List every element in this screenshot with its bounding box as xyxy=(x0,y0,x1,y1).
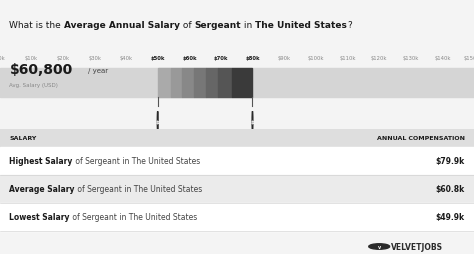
Bar xyxy=(0,203,474,231)
Text: Sergeant: Sergeant xyxy=(195,20,241,29)
Text: Average Salary: Average Salary xyxy=(9,185,75,194)
Text: $0k: $0k xyxy=(0,56,5,60)
Text: / year: / year xyxy=(88,67,108,73)
Text: $120k: $120k xyxy=(371,56,387,60)
Text: $50k: $50k xyxy=(151,56,165,60)
Text: Average Annual Salary: Average Annual Salary xyxy=(64,20,180,29)
Text: $10k: $10k xyxy=(25,56,38,60)
Text: The United States: The United States xyxy=(255,20,347,29)
Circle shape xyxy=(157,112,158,132)
Bar xyxy=(194,69,206,97)
Bar xyxy=(0,69,474,97)
Text: $140k: $140k xyxy=(434,56,451,60)
Bar xyxy=(171,69,182,97)
Circle shape xyxy=(252,112,253,132)
Text: $: $ xyxy=(251,119,255,124)
Bar xyxy=(206,69,218,97)
Text: ?: ? xyxy=(347,20,352,29)
Text: $80k: $80k xyxy=(246,56,260,60)
Text: $60,800: $60,800 xyxy=(9,63,73,77)
Text: $: $ xyxy=(156,119,160,124)
Text: of: of xyxy=(180,20,195,29)
Bar xyxy=(218,69,232,97)
Text: VELVETJOBS: VELVETJOBS xyxy=(391,242,443,251)
Text: $60k: $60k xyxy=(182,56,197,60)
Text: $60.8k: $60.8k xyxy=(435,185,465,194)
Bar xyxy=(232,69,253,97)
Text: of Sergeant in The United States: of Sergeant in The United States xyxy=(73,157,200,166)
Text: What is the: What is the xyxy=(9,20,64,29)
Text: $30k: $30k xyxy=(88,56,101,60)
Text: ANNUAL COMPENSATION: ANNUAL COMPENSATION xyxy=(376,136,465,141)
Bar xyxy=(158,69,171,97)
Bar xyxy=(0,147,474,175)
Text: in: in xyxy=(241,20,255,29)
Text: $90k: $90k xyxy=(278,56,291,60)
Text: $130k: $130k xyxy=(402,56,419,60)
Text: of Sergeant in The United States: of Sergeant in The United States xyxy=(70,213,197,222)
Text: Highest Salary: Highest Salary xyxy=(9,157,73,166)
Text: $20k: $20k xyxy=(56,56,70,60)
Text: v: v xyxy=(378,244,381,249)
Text: $40k: $40k xyxy=(120,56,133,60)
Bar xyxy=(0,130,474,147)
Text: Lowest Salary: Lowest Salary xyxy=(9,213,70,222)
Text: Avg. Salary (USD): Avg. Salary (USD) xyxy=(9,83,58,87)
Text: $49.9k: $49.9k xyxy=(436,213,465,222)
Text: $110k: $110k xyxy=(339,56,356,60)
Bar xyxy=(182,69,194,97)
Text: of Sergeant in The United States: of Sergeant in The United States xyxy=(75,185,202,194)
Text: $150k+: $150k+ xyxy=(464,56,474,60)
Text: $79.9k: $79.9k xyxy=(435,157,465,166)
Text: $70k: $70k xyxy=(214,56,228,60)
Text: SALARY: SALARY xyxy=(9,136,37,141)
Circle shape xyxy=(369,244,390,249)
Bar xyxy=(0,175,474,203)
Text: $100k: $100k xyxy=(308,56,324,60)
